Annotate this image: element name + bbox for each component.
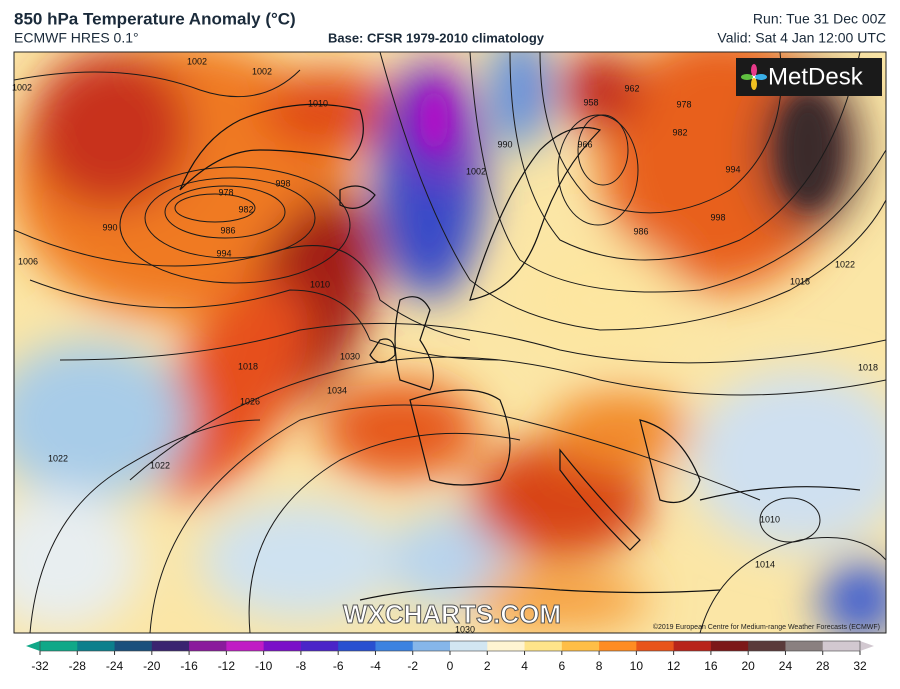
colorbar-label: -16 bbox=[180, 659, 198, 673]
isobar-label: 990 bbox=[497, 139, 512, 149]
isobar-label: 1002 bbox=[466, 166, 486, 176]
isobar-label: 1014 bbox=[755, 559, 775, 569]
colorbar-segment bbox=[338, 641, 376, 651]
colorbar-label: 8 bbox=[596, 659, 603, 673]
isobar-label: 1010 bbox=[308, 98, 328, 108]
colorbar-segment bbox=[263, 641, 302, 651]
isobar-label: 1022 bbox=[48, 453, 68, 463]
colorbar-label: 24 bbox=[779, 659, 793, 673]
colorbar-label: -28 bbox=[69, 659, 87, 673]
isobar-label: 1030 bbox=[340, 351, 360, 361]
isobar-label: 994 bbox=[216, 248, 231, 258]
watermark: WXCHARTS.COM bbox=[343, 599, 561, 629]
isobar-label: 998 bbox=[710, 212, 725, 222]
colorbar-label: -2 bbox=[407, 659, 418, 673]
run: Run: Tue 31 Dec 00Z bbox=[753, 11, 887, 27]
logo-icon bbox=[741, 64, 767, 90]
isobar-label: 986 bbox=[633, 226, 648, 236]
isobar-label: 1022 bbox=[835, 259, 855, 269]
colorbar-end bbox=[26, 641, 40, 651]
isobar-label: 1002 bbox=[252, 66, 272, 76]
colorbar-label: 16 bbox=[704, 659, 718, 673]
colorbar-segment bbox=[114, 641, 153, 651]
map-frame bbox=[13, 51, 887, 634]
colorbar-label: -6 bbox=[333, 659, 344, 673]
colorbar-segment bbox=[822, 641, 861, 651]
isobar-label: 1030 bbox=[455, 624, 475, 634]
isobar-label: 962 bbox=[624, 83, 639, 93]
isobar-label: 1010 bbox=[760, 514, 780, 524]
isobar-label: 998 bbox=[275, 178, 290, 188]
isobar-label: 1002 bbox=[187, 56, 207, 66]
colorbar-segment bbox=[226, 641, 265, 651]
isobar-label: 1022 bbox=[150, 460, 170, 470]
copyright: ©2019 European Centre for Medium-range W… bbox=[653, 623, 880, 631]
logo: MetDesk bbox=[768, 63, 864, 90]
colorbar-segment bbox=[300, 641, 339, 651]
isobar-label: 978 bbox=[218, 187, 233, 197]
colorbar-label: -10 bbox=[255, 659, 273, 673]
colorbar-segment bbox=[710, 641, 749, 651]
isobar-label: 978 bbox=[676, 99, 691, 109]
colorbar-label: 0 bbox=[447, 659, 454, 673]
colorbar-segment bbox=[375, 641, 414, 651]
colorbar-segment bbox=[487, 641, 526, 651]
colorbar-label: -4 bbox=[370, 659, 381, 673]
colorbar-segment bbox=[599, 641, 637, 651]
isobar-label: 1010 bbox=[310, 279, 330, 289]
colorbar-segment bbox=[412, 641, 451, 651]
coastlines bbox=[179, 103, 861, 601]
isobars bbox=[14, 52, 886, 633]
isobar-label: 994 bbox=[725, 164, 740, 174]
colorbar-label: 10 bbox=[630, 659, 644, 673]
colorbar-label: -24 bbox=[106, 659, 124, 673]
isobar-labels: 1002 1002 1002 1010 978 982 986 990 994 998 1006 10… bbox=[12, 56, 878, 634]
colorbar-segment bbox=[189, 641, 227, 651]
isobar-label: 1034 bbox=[327, 385, 347, 395]
colorbar-segment bbox=[785, 641, 824, 651]
colorbar-label: 2 bbox=[484, 659, 491, 673]
isobar-label: 966 bbox=[577, 139, 592, 149]
title: 850 hPa Temperature Anomaly (°C) bbox=[14, 9, 296, 28]
colorbar-label: 20 bbox=[742, 659, 756, 673]
isobar-label: 1018 bbox=[238, 361, 258, 371]
isobar-label: 1026 bbox=[240, 396, 260, 406]
colorbar-segment bbox=[561, 641, 600, 651]
colorbar-segment bbox=[151, 641, 190, 651]
colorbar-label: 32 bbox=[853, 659, 867, 673]
colorbar-label: -20 bbox=[143, 659, 161, 673]
colorbar-label: 28 bbox=[816, 659, 830, 673]
model: ECMWF HRES 0.1° bbox=[14, 30, 139, 46]
colorbar-label: -8 bbox=[296, 659, 307, 673]
colorbar-label: -32 bbox=[31, 659, 49, 673]
isobar-label: 986 bbox=[220, 225, 235, 235]
colorbar-segment bbox=[524, 641, 563, 651]
colorbar-segment bbox=[450, 641, 488, 651]
colorbar-segment bbox=[636, 641, 675, 651]
colorbar: -32 -28 -24 -20 -16 -12 -10 -8 -6 -4 -2 0 2 4 6 8 10 12 16… bbox=[26, 640, 874, 673]
isobar-label: 1002 bbox=[12, 82, 32, 92]
isobar-label: 1018 bbox=[790, 276, 810, 286]
valid: Valid: Sat 4 Jan 12:00 UTC bbox=[717, 30, 886, 46]
isobar-label: 982 bbox=[238, 204, 253, 214]
colorbar-label: 6 bbox=[558, 659, 565, 673]
colorbar-label: 4 bbox=[521, 659, 528, 673]
colorbar-segment bbox=[673, 641, 712, 651]
colorbar-label: 12 bbox=[667, 659, 681, 673]
isobar-label: 1006 bbox=[18, 256, 38, 266]
base: Base: CFSR 1979-2010 climatology bbox=[328, 30, 545, 45]
isobar-label: 958 bbox=[583, 97, 598, 107]
isobar-label: 1018 bbox=[858, 362, 878, 372]
colorbar-end bbox=[860, 641, 874, 651]
colorbar-segment bbox=[77, 641, 116, 651]
colorbar-label: -12 bbox=[218, 659, 236, 673]
colorbar-segment bbox=[40, 641, 78, 651]
colorbar-segment bbox=[748, 641, 786, 651]
isobar-label: 990 bbox=[102, 222, 117, 232]
map bbox=[14, 52, 886, 633]
isobar-label: 982 bbox=[672, 127, 687, 137]
